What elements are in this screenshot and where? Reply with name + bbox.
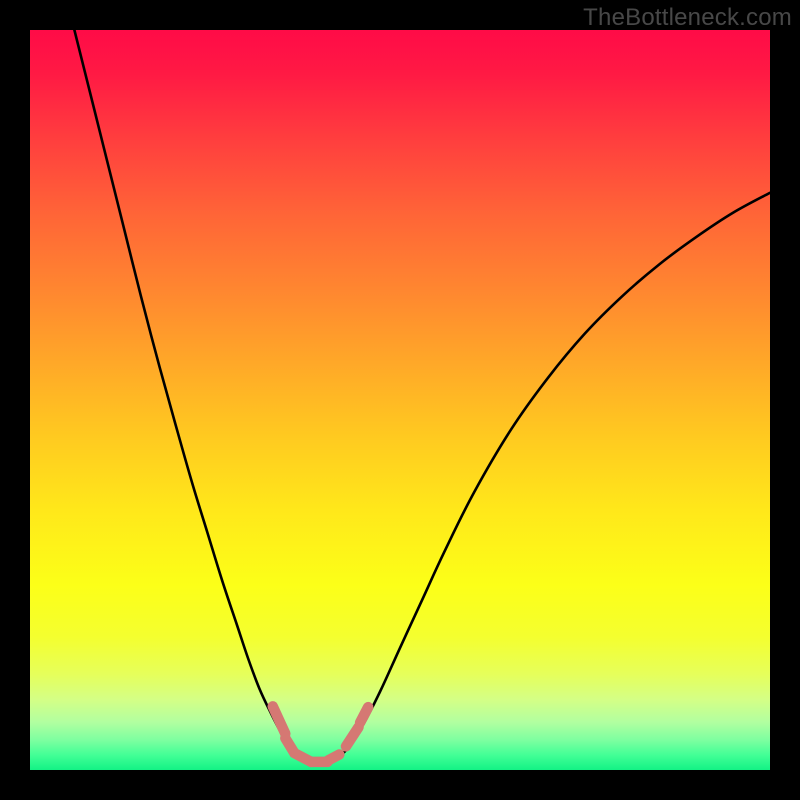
plot-area	[30, 30, 770, 770]
gradient-background	[30, 30, 770, 770]
watermark-text: TheBottleneck.com	[583, 4, 792, 32]
chart-svg	[30, 30, 770, 770]
frame: TheBottleneck.com	[0, 0, 800, 800]
